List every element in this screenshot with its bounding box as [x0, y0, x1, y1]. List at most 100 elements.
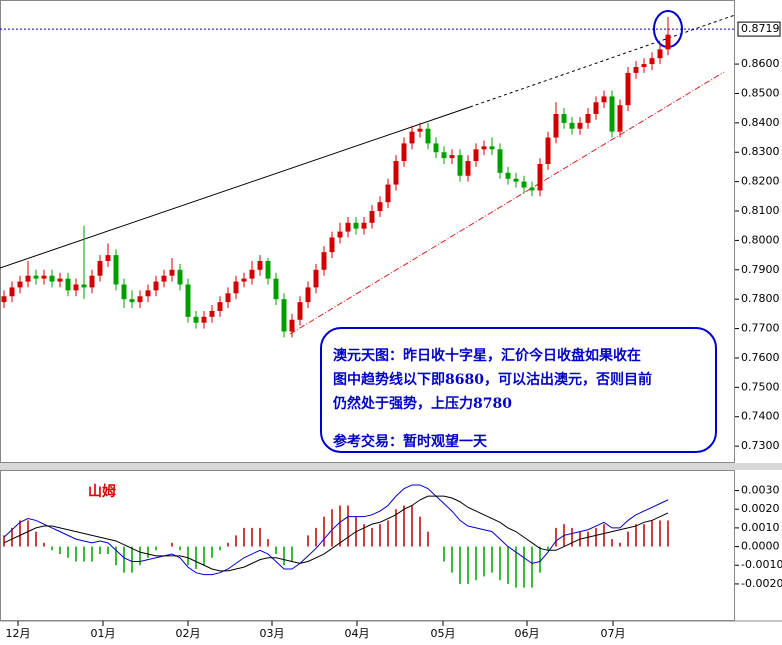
macd-line: [3, 484, 669, 576]
y-tick-label: 0.7300: [741, 439, 780, 452]
candle-body: [97, 260, 103, 276]
candle-body: [561, 114, 567, 123]
candle-body: [89, 275, 95, 288]
y-tick-label: 0.8600: [741, 57, 780, 70]
y-tick-label: 0.7700: [741, 322, 780, 335]
candle-body: [657, 49, 663, 59]
candle-body: [297, 302, 303, 320]
last-price-box: [737, 21, 781, 37]
candle-body: [505, 172, 511, 179]
candle-body: [49, 275, 55, 282]
candle-body: [353, 222, 359, 229]
y-tick-label: 0.8500: [741, 86, 780, 99]
candle-body: [1, 296, 7, 303]
candle-body: [81, 284, 87, 288]
x-tick-label: 03月: [260, 627, 285, 640]
y-tick-label: -0.0020: [741, 577, 782, 590]
trend-line-extension: [469, 14, 736, 108]
candle-body: [609, 96, 615, 132]
candle-body: [433, 143, 439, 153]
candle-body: [393, 161, 399, 185]
candle-body: [601, 96, 607, 103]
y-tick-label: 0.0020: [741, 502, 780, 515]
candle-body: [145, 290, 151, 297]
candle-body: [521, 181, 527, 188]
candle-body: [177, 269, 183, 285]
annotation-line: 澳元天图：昨日收十字星，汇价今日收盘如果收在: [333, 347, 641, 364]
candle-body: [337, 231, 343, 238]
candle-body: [649, 58, 655, 65]
candle-body: [73, 284, 79, 291]
candle-body: [529, 187, 535, 191]
candle-body: [425, 128, 431, 144]
y-tick-label: 0.7600: [741, 351, 780, 364]
candle-body: [129, 299, 135, 303]
candle-body: [449, 155, 455, 159]
annotation-box: [320, 327, 717, 453]
candle-body: [345, 222, 351, 232]
x-tick-label: 12月: [6, 627, 31, 640]
y-tick-label: 0.0030: [741, 484, 780, 497]
candle-body: [33, 275, 39, 279]
trend-line: [0, 106, 471, 269]
candle-body: [633, 67, 639, 73]
y-tick-label: 0.7400: [741, 410, 780, 423]
candle-body: [273, 278, 279, 300]
candle-body: [193, 316, 199, 323]
annotation-line: 仍然处于强势，上压力8780: [332, 395, 512, 412]
y-tick-label: 0.8000: [741, 233, 780, 246]
annotation-line: 参考交易：暂时观望一天: [333, 433, 488, 450]
candle-body: [9, 287, 15, 297]
candle-body: [465, 161, 471, 176]
candle-body: [385, 184, 391, 203]
y-tick-label: 0.8200: [741, 175, 780, 188]
candle-body: [585, 114, 591, 123]
candle-body: [161, 275, 167, 282]
candle-body: [241, 278, 247, 282]
y-tick-label: 0.0010: [741, 521, 780, 534]
candle-body: [625, 72, 631, 106]
candle-body: [369, 211, 375, 223]
y-tick-label: 0.7800: [741, 292, 780, 305]
x-tick-label: 05月: [431, 627, 456, 640]
candle-body: [65, 278, 71, 291]
candle-body: [249, 269, 255, 279]
last-price-label: 0.8719: [741, 22, 780, 35]
candle-body: [593, 102, 599, 115]
candle-body: [361, 222, 367, 229]
candle-body: [489, 146, 495, 150]
candle-body: [209, 310, 215, 317]
candle-body: [185, 284, 191, 317]
candle-body: [313, 269, 319, 288]
candle-body: [617, 105, 623, 132]
support-line: [289, 71, 725, 335]
candle-body: [409, 131, 415, 144]
candle-body: [577, 122, 583, 129]
signal-line: [3, 495, 669, 572]
y-tick-label: 0.8400: [741, 116, 780, 129]
candle-body: [169, 269, 175, 276]
candle-body: [137, 296, 143, 303]
x-tick-label: 04月: [345, 627, 370, 640]
candle-body: [537, 163, 543, 191]
candle-body: [201, 316, 207, 323]
panel-separator: [0, 463, 782, 470]
candle-body: [233, 281, 239, 294]
candle-body: [153, 281, 159, 291]
x-tick-label: 06月: [515, 627, 540, 640]
candle-body: [281, 299, 287, 332]
candle-body: [497, 149, 503, 173]
candle-body: [641, 64, 647, 68]
y-tick-label: 0.7500: [741, 380, 780, 393]
candle-body: [265, 260, 271, 279]
candle-body: [113, 255, 119, 285]
candle-body: [417, 128, 423, 132]
x-tick-label: 07月: [601, 627, 626, 640]
x-tick-label: 01月: [91, 627, 116, 640]
candle-body: [17, 281, 23, 288]
annotation-line: 图中趋势线以下即8680，可以沽出澳元，否则目前: [333, 371, 652, 388]
candle-body: [105, 255, 111, 261]
candle-body: [545, 137, 551, 164]
